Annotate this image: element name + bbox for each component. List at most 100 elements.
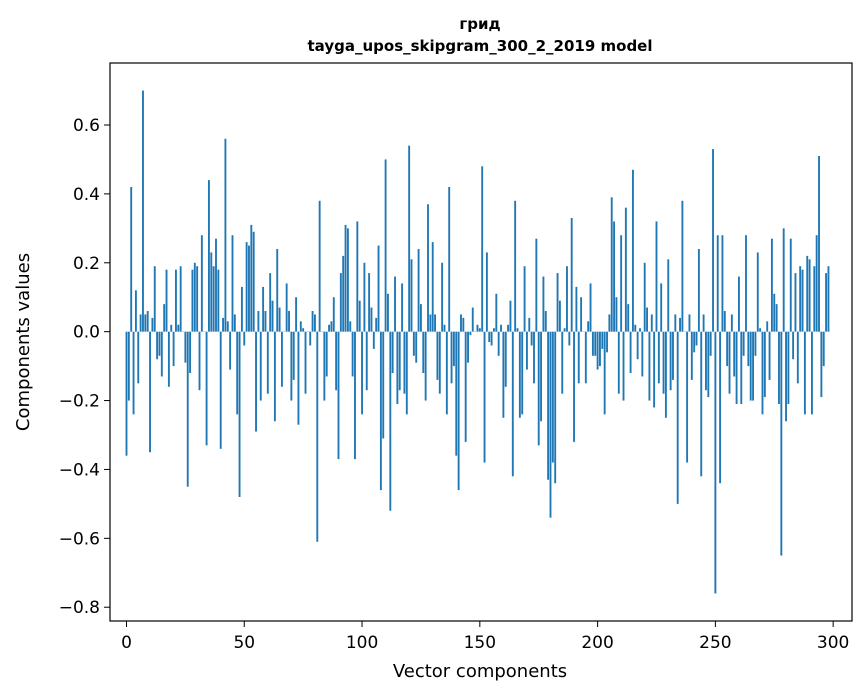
bar xyxy=(603,331,606,415)
bar xyxy=(191,269,194,332)
bar xyxy=(207,180,210,332)
x-tick-label: 200 xyxy=(581,633,613,653)
bar xyxy=(304,331,307,394)
bar xyxy=(205,331,208,446)
bar xyxy=(434,314,436,332)
bar xyxy=(391,331,394,373)
bar xyxy=(363,262,366,332)
bar xyxy=(198,331,201,391)
bar xyxy=(547,331,550,480)
bar xyxy=(422,331,425,373)
bar xyxy=(464,331,467,442)
bar xyxy=(636,331,639,360)
bar xyxy=(521,331,524,415)
bar xyxy=(766,321,769,332)
bar xyxy=(700,331,703,477)
bar xyxy=(441,262,444,332)
bar xyxy=(775,304,778,332)
bar xyxy=(224,138,227,332)
bar xyxy=(379,331,382,491)
bar xyxy=(608,314,611,332)
bar xyxy=(325,331,328,377)
x-tick-label: 0 xyxy=(121,633,132,653)
bar xyxy=(620,235,623,332)
bar xyxy=(292,331,295,380)
bar xyxy=(368,273,371,332)
bar xyxy=(485,252,488,332)
bar xyxy=(403,331,406,394)
bar xyxy=(610,197,613,332)
bar xyxy=(792,331,795,360)
bar xyxy=(778,331,780,404)
bar xyxy=(478,328,481,332)
bar xyxy=(551,331,554,463)
bar xyxy=(455,331,458,456)
bar xyxy=(818,156,820,332)
bar xyxy=(754,331,757,356)
bar xyxy=(167,331,170,387)
bar xyxy=(756,252,759,332)
bar xyxy=(591,331,594,356)
bar xyxy=(462,317,465,332)
bar xyxy=(580,297,583,332)
bar xyxy=(328,324,330,332)
bar xyxy=(561,331,564,394)
bar xyxy=(653,331,656,408)
bar xyxy=(288,311,290,332)
bar xyxy=(803,331,806,415)
bar xyxy=(415,331,418,363)
bar xyxy=(589,283,592,332)
bars-group xyxy=(125,90,830,594)
bar xyxy=(493,328,495,332)
bar xyxy=(737,276,740,332)
bar xyxy=(236,331,239,415)
bar xyxy=(160,331,163,377)
bar xyxy=(457,331,460,491)
bar xyxy=(723,311,726,332)
bar xyxy=(285,283,288,332)
bar xyxy=(384,159,387,332)
bar xyxy=(657,331,660,384)
x-tick-label: 150 xyxy=(464,633,496,653)
bar xyxy=(349,321,352,332)
bar xyxy=(813,266,816,332)
bar xyxy=(177,324,180,332)
bar xyxy=(528,317,531,332)
bar xyxy=(339,273,342,332)
bar xyxy=(387,293,389,332)
bar xyxy=(514,200,517,332)
bar xyxy=(377,245,380,332)
bar xyxy=(417,249,420,332)
bar xyxy=(445,331,448,415)
bar xyxy=(365,331,368,391)
bar xyxy=(193,262,196,332)
bar xyxy=(735,331,738,404)
bar xyxy=(690,331,693,380)
bar xyxy=(149,331,151,453)
bar xyxy=(733,331,736,377)
y-axis-ticks: −0.8 −0.6 −0.4 −0.2 0.0 0.2 0.4 0.6 xyxy=(59,116,110,618)
bar xyxy=(278,307,281,332)
bar xyxy=(664,331,667,418)
bar xyxy=(577,331,580,384)
bar xyxy=(537,331,540,446)
bar xyxy=(634,324,637,332)
bar xyxy=(313,314,316,332)
bar xyxy=(726,331,729,367)
bar xyxy=(681,200,684,332)
bar xyxy=(752,331,754,401)
bar xyxy=(549,331,552,518)
bar xyxy=(436,331,439,380)
bar xyxy=(389,331,392,511)
bar xyxy=(346,228,349,332)
bar xyxy=(770,238,773,332)
bar xyxy=(672,331,674,380)
bar xyxy=(142,90,144,332)
bar xyxy=(248,245,250,332)
y-tick-label: 0.2 xyxy=(73,254,100,274)
bar xyxy=(495,293,498,332)
bar xyxy=(163,304,166,332)
bar xyxy=(679,317,681,332)
bar xyxy=(316,331,319,542)
bar xyxy=(714,331,717,594)
